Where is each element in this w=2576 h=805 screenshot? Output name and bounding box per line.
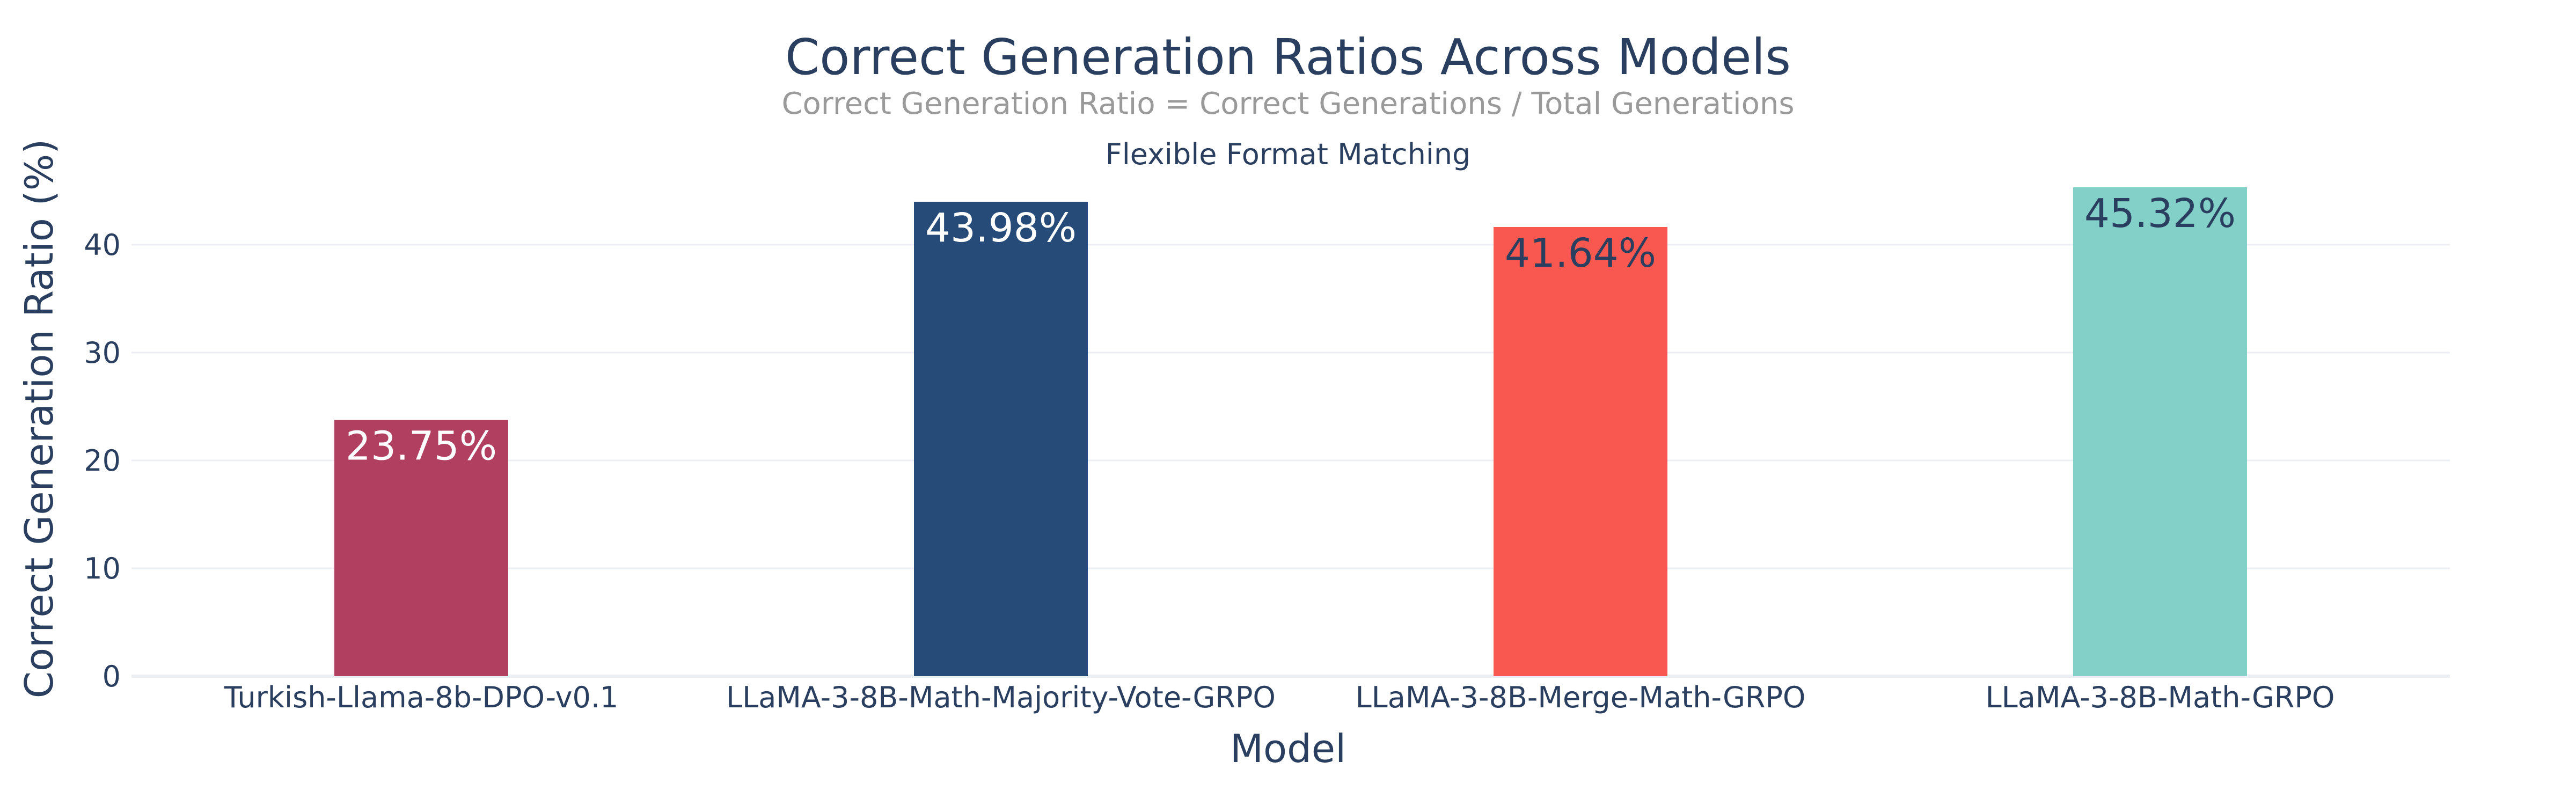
bars <box>334 187 2247 676</box>
bar-value-label: 41.64% <box>1505 230 1656 276</box>
x-tick-label: LLaMA-3-8B-Math-Majority-Vote-GRPO <box>726 680 1276 714</box>
x-tick-label: Turkish-Llama-8b-DPO-v0.1 <box>224 680 619 714</box>
y-tick-label: 40 <box>84 228 121 262</box>
bar <box>2073 187 2247 676</box>
x-tick-label: LLaMA-3-8B-Math-GRPO <box>1986 680 2335 714</box>
y-axis-ticks: 0 10 20 30 40 <box>84 228 121 693</box>
bar-value-label: 43.98% <box>925 205 1077 251</box>
bar <box>334 420 508 676</box>
y-tick-label: 10 <box>84 552 121 586</box>
y-tick-label: 30 <box>84 336 121 370</box>
bar <box>914 201 1088 676</box>
bar <box>1494 226 1667 676</box>
x-axis-title: Model <box>1230 726 1346 771</box>
chart-title: Correct Generation Ratios Across Models <box>785 28 1791 86</box>
chart-subtitle: Correct Generation Ratio = Correct Gener… <box>781 86 1794 121</box>
x-axis-ticks: Turkish-Llama-8b-DPO-v0.1 LLaMA-3-8B-Math… <box>224 680 2335 714</box>
bar-value-label: 23.75% <box>346 423 497 470</box>
y-tick-label: 20 <box>84 444 121 478</box>
gridlines <box>131 244 2450 678</box>
bar-value-label: 45.32% <box>2084 191 2236 237</box>
y-tick-label: 0 <box>103 660 121 693</box>
data-labels: 23.75% 43.98% 41.64% 45.32% <box>346 191 2236 470</box>
x-tick-label: LLaMA-3-8B-Merge-Math-GRPO <box>1356 680 1806 714</box>
y-axis-title: Correct Generation Ratio (%) <box>17 139 62 699</box>
chart-annotation: Flexible Format Matching <box>1106 137 1471 171</box>
